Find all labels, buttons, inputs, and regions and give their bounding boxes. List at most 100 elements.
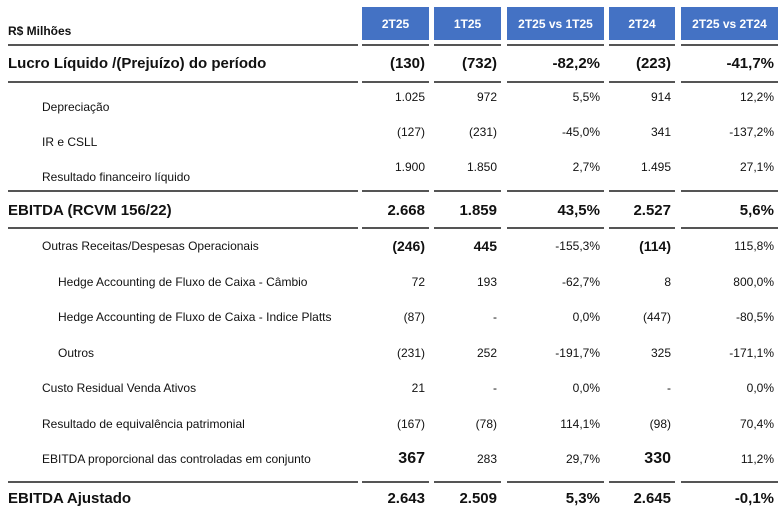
row-value: -80,5% [735, 309, 774, 324]
column-header: 1T25 [434, 7, 501, 40]
row-label: Depreciação [42, 100, 110, 114]
row-value: 2.668 [387, 201, 425, 219]
column-header: 2T25 vs 2T24 [681, 7, 778, 40]
row-value: 445 [473, 237, 497, 254]
divider [8, 81, 358, 83]
row-value: 114,1% [560, 416, 600, 431]
table-row: Outros (231) 252 -191,7% 325 -171,1% [0, 336, 778, 369]
row-value: 2.509 [459, 489, 497, 507]
row-value: 193 [476, 274, 497, 289]
row-value: (114) [639, 237, 671, 254]
row-value: 0,0% [746, 380, 774, 395]
row-value: 1.025 [394, 90, 425, 104]
row-value: 2.645 [633, 489, 671, 507]
row-value: (78) [475, 416, 497, 431]
divider [609, 44, 675, 46]
row-value: 914 [650, 90, 671, 104]
column-header: 2T25 [362, 7, 429, 40]
table-row: Hedge Accounting de Fluxo de Caixa - Câm… [0, 265, 778, 298]
divider [507, 227, 604, 229]
table-row: Resultado de equivalência patrimonial (16… [0, 407, 778, 440]
row-value: 43,5% [557, 201, 600, 219]
row-value: 341 [650, 125, 671, 139]
divider [681, 190, 778, 192]
divider [362, 81, 429, 83]
row-value: 70,4% [739, 416, 774, 431]
row-value: (167) [396, 416, 425, 431]
divider [609, 81, 675, 83]
divider [507, 44, 604, 46]
row-label: EBITDA (RCVM 156/22) [8, 201, 172, 219]
table-row: Hedge Accounting de Fluxo de Caixa - Ind… [0, 300, 778, 333]
row-value: -82,2% [552, 55, 600, 72]
row-value: -41,7% [726, 55, 774, 72]
row-value: 0,0% [572, 309, 600, 324]
row-value: 325 [650, 345, 671, 360]
row-value: - [667, 380, 671, 395]
row-value: 330 [644, 449, 671, 467]
row-value: 800,0% [733, 274, 774, 289]
row-value: - [493, 380, 497, 395]
divider [8, 44, 358, 46]
divider [434, 481, 501, 483]
divider [681, 227, 778, 229]
row-value: -191,7% [555, 345, 600, 360]
divider [8, 227, 358, 229]
divider [434, 81, 501, 83]
divider [434, 44, 501, 46]
divider [681, 481, 778, 483]
table-row: EBITDA proporcional das controladas em c… [0, 442, 778, 475]
row-value: (127) [396, 125, 425, 139]
row-value: (87) [403, 309, 425, 324]
column-header: 2T25 vs 1T25 [507, 7, 604, 40]
row-label: Resultado financeiro líquido [42, 170, 191, 184]
row-value: (447) [642, 309, 671, 324]
unit-label: R$ Milhões [8, 24, 72, 38]
row-value: -62,7% [561, 274, 600, 289]
divider [507, 190, 604, 192]
table-row: EBITDA (RCVM 156/22) 2.668 1.859 43,5% 2.527… [0, 193, 778, 227]
row-label: Outros [58, 345, 95, 360]
row-value: 21 [411, 380, 425, 395]
row-value: 115,8% [734, 238, 774, 253]
divider [681, 81, 778, 83]
row-label: Resultado de equivalência patrimonial [42, 416, 245, 431]
row-value: 29,7% [565, 451, 600, 466]
row-value: (130) [389, 55, 425, 72]
table-row: Lucro Líquido /(Prejuízo) do período (130… [0, 46, 778, 81]
row-label: Outras Receitas/Despesas Operacionais [42, 238, 259, 253]
divider [8, 481, 358, 483]
divider [507, 81, 604, 83]
row-value: 0,0% [572, 380, 600, 395]
row-label: Hedge Accounting de Fluxo de Caixa - Ind… [58, 309, 332, 324]
row-label: EBITDA proporcional das controladas em c… [42, 451, 311, 466]
row-value: 5,6% [739, 201, 774, 219]
row-label: Custo Residual Venda Ativos [42, 380, 197, 395]
row-value: (732) [461, 55, 497, 72]
row-value: (231) [396, 345, 425, 360]
divider [609, 190, 675, 192]
row-label: Lucro Líquido /(Prejuízo) do período [8, 55, 267, 72]
row-value: 2.643 [387, 489, 425, 507]
table-row: EBITDA Ajustado 2.643 2.509 5,3% 2.645 -0,1% [0, 483, 778, 513]
row-value: 72 [411, 274, 425, 289]
divider [362, 481, 429, 483]
row-value: (231) [468, 125, 497, 139]
row-value: 283 [476, 451, 497, 466]
row-value: - [493, 309, 497, 324]
divider [362, 44, 429, 46]
row-value: -137,2% [729, 125, 774, 139]
row-value: 1.850 [466, 160, 497, 174]
divider [434, 190, 501, 192]
row-value: -0,1% [734, 489, 774, 507]
row-value: 367 [398, 449, 425, 467]
row-value: (246) [392, 237, 425, 254]
table-row: Resultado financeiro líquido 1.900 1.850 2,… [0, 160, 778, 184]
row-value: 12,2% [739, 90, 774, 104]
row-value: 2.527 [633, 201, 671, 219]
divider [681, 44, 778, 46]
row-value: 1.495 [640, 160, 671, 174]
table-header: R$ Milhões 2T25 1T25 2T25 vs 1T25 2T24 2… [0, 7, 778, 40]
table-row: Outras Receitas/Despesas Operacionais (24… [0, 229, 778, 262]
divider [434, 227, 501, 229]
